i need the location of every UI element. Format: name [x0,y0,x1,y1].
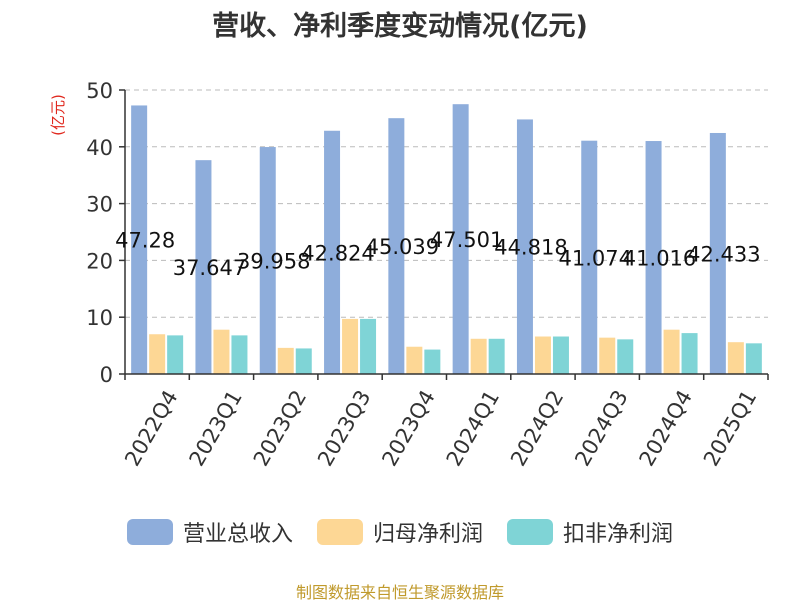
bar-deducted-profit [552,336,569,374]
x-tick-label: 2024Q2 [506,386,568,470]
data-label-revenue: 44.818 [494,236,567,260]
bar-revenue [516,119,533,374]
y-axis-label: (亿元) [49,94,67,136]
legend-swatch-net-profit [316,519,363,545]
source-note: 制图数据来自恒生聚源数据库 [295,583,504,602]
y-tick-label: 20 [86,249,113,273]
bar-net-profit [599,337,616,374]
bar-revenue [324,130,341,374]
data-label-revenue: 47.28 [115,229,175,253]
bar-revenue [452,104,469,374]
bar-deducted-profit [424,349,441,374]
data-label-revenue: 45.039 [366,235,439,259]
legend-item-revenue[interactable]: 营业总收入 [126,516,293,548]
data-label-revenue: 39.958 [237,250,310,274]
legend-item-net-profit[interactable]: 归母净利润 [316,516,483,548]
data-label-revenue: 42.824 [301,241,374,265]
bar-deducted-profit [231,335,248,374]
bar-deducted-profit [681,333,698,374]
legend-label-revenue: 营业总收入 [182,522,293,547]
bar-net-profit [406,346,423,374]
y-tick-label: 10 [86,306,113,330]
bar-deducted-profit [745,343,762,374]
legend-swatch-deducted-profit [507,519,553,545]
bar-revenue [645,141,662,374]
data-label-revenue: 41.016 [623,247,696,271]
bar-deducted-profit [167,335,184,374]
chart-title: 营收、净利季度变动情况(亿元) [212,11,588,42]
bar-revenue [259,147,276,374]
x-tick-label: 2024Q4 [635,386,697,470]
bar-revenue [131,105,148,375]
legend-label-deducted-profit: 扣非净利润 [563,522,674,547]
bar-revenue [581,140,598,374]
bar-revenue [195,160,212,374]
data-label-revenue: 42.433 [687,242,760,266]
x-tick-label: 2024Q3 [570,386,632,470]
y-tick-label: 30 [86,193,113,217]
bar-revenue [388,118,405,374]
bar-deducted-profit [295,348,312,374]
x-tick-label: 2024Q1 [442,386,504,470]
bar-net-profit [342,318,359,374]
x-tick-label: 2023Q4 [377,386,439,470]
data-label-revenue: 37.647 [173,256,246,280]
bar-net-profit [727,342,744,374]
legend-item-deducted-profit[interactable]: 扣非净利润 [507,516,673,548]
bar-net-profit [663,329,680,374]
x-tick-label: 2023Q1 [184,386,246,470]
bar-deducted-profit [360,318,377,374]
x-tick-label: 2023Q2 [249,386,311,470]
y-tick-label: 40 [86,136,113,160]
bar-net-profit [149,334,166,374]
y-tick-label: 50 [86,79,113,103]
bar-net-profit [470,338,487,374]
legend-swatch-revenue [126,519,173,545]
data-label-revenue: 47.501 [430,228,503,252]
y-tick-label: 0 [100,363,113,387]
legend-label-net-profit: 归母净利润 [372,522,483,547]
x-tick-label: 2022Q4 [120,386,182,470]
x-tick-label: 2025Q1 [699,386,761,470]
x-tick-label: 2023Q3 [313,386,375,470]
bar-deducted-profit [488,338,505,374]
bar-net-profit [213,329,230,374]
bar-net-profit [277,347,294,374]
legend: 营业总收入 归母净利润 扣非净利润 [0,516,800,548]
bar-net-profit [534,336,551,374]
bar-deducted-profit [617,339,634,374]
bar-revenue [709,132,726,374]
data-label-revenue: 41.074 [559,246,632,270]
